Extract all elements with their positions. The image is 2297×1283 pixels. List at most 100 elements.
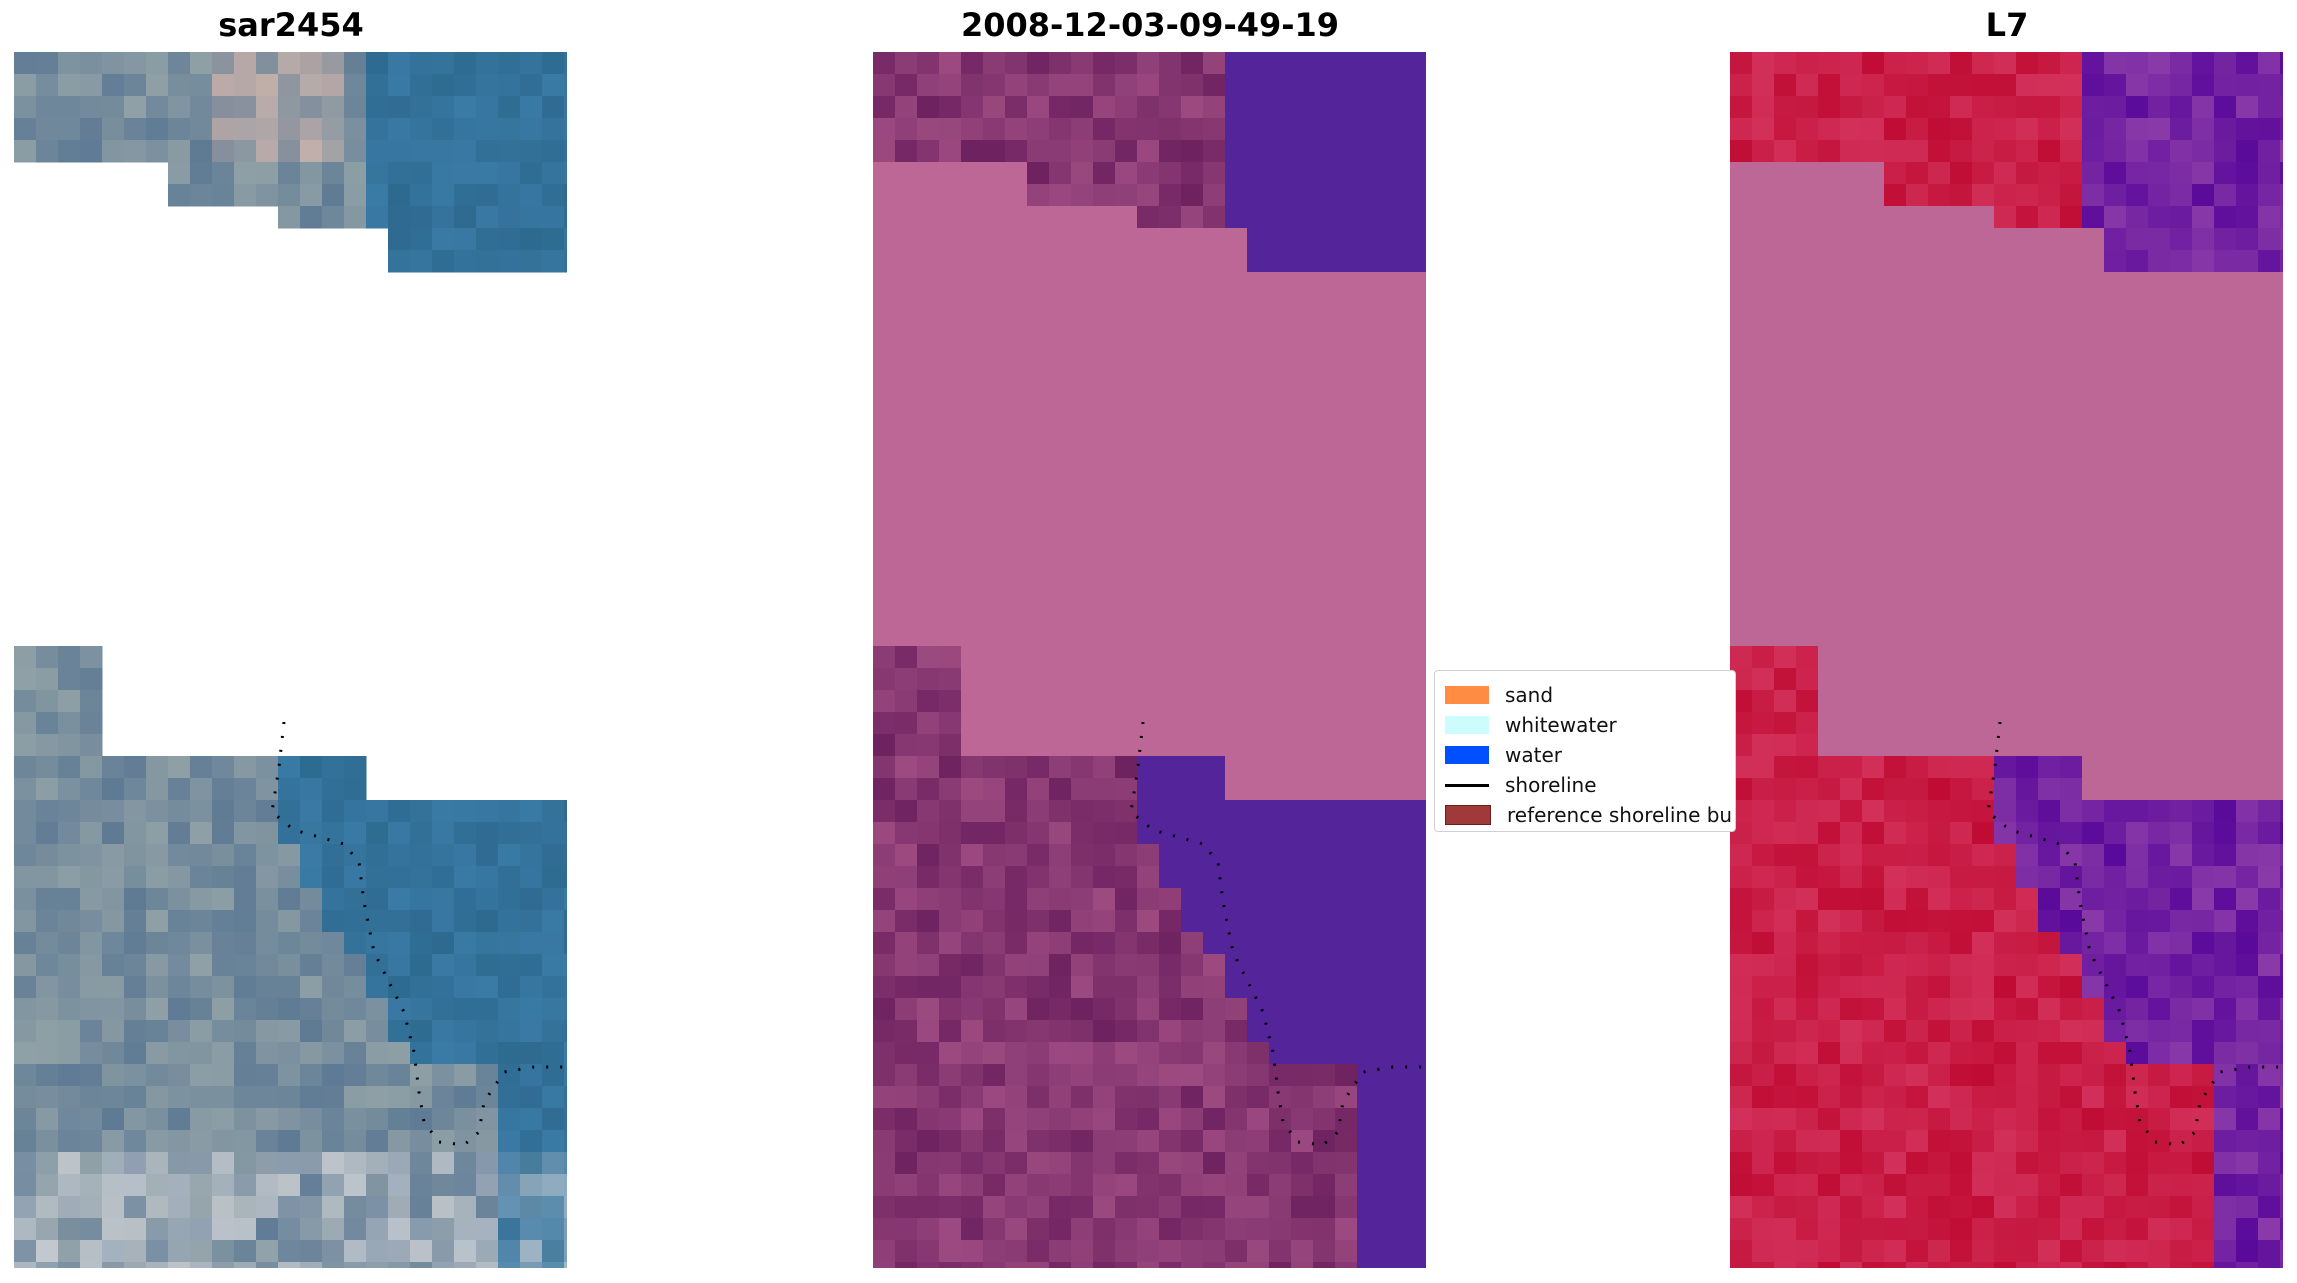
pixel xyxy=(917,910,940,933)
pixel xyxy=(1225,580,1248,603)
pixel xyxy=(366,1262,389,1268)
pixel xyxy=(58,712,81,735)
pixel xyxy=(1115,228,1138,251)
pixel xyxy=(1269,668,1292,691)
pixel xyxy=(2016,1042,2039,1065)
pixel xyxy=(1357,866,1380,889)
pixel xyxy=(1115,382,1138,405)
pixel xyxy=(1862,404,1885,427)
pixel xyxy=(2060,734,2083,757)
pixel xyxy=(1884,756,1907,779)
pixel xyxy=(2170,206,2193,229)
pixel xyxy=(1423,624,1426,647)
pixel xyxy=(983,998,1006,1021)
pixel xyxy=(1774,228,1797,251)
pixel xyxy=(2236,272,2259,295)
pixel xyxy=(300,976,323,999)
pixel xyxy=(1313,1174,1336,1197)
pixel xyxy=(2016,1152,2039,1175)
pixel xyxy=(80,690,103,713)
pixel xyxy=(1928,536,1951,559)
pixel xyxy=(939,1086,962,1109)
pixel xyxy=(1027,954,1050,977)
pixel xyxy=(2236,52,2259,75)
pixel xyxy=(388,228,411,251)
pixel xyxy=(895,448,918,471)
pixel xyxy=(1862,1064,1885,1087)
pixel xyxy=(1115,646,1138,669)
pixel xyxy=(1752,1218,1775,1241)
pixel xyxy=(1181,404,1204,427)
pixel xyxy=(2258,162,2281,185)
pixel xyxy=(1159,734,1182,757)
pixel xyxy=(1335,778,1358,801)
pixel xyxy=(300,822,323,845)
pixel xyxy=(2126,998,2149,1021)
pixel xyxy=(1818,1108,1841,1131)
pixel xyxy=(1137,1064,1160,1087)
pixel xyxy=(1137,184,1160,207)
pixel xyxy=(322,52,345,75)
pixel xyxy=(2016,1262,2039,1268)
pixel xyxy=(432,74,455,97)
pixel xyxy=(2060,360,2083,383)
pixel xyxy=(2258,998,2281,1021)
pixel xyxy=(1774,1108,1797,1131)
pixel xyxy=(1247,448,1270,471)
pixel xyxy=(1950,448,1973,471)
pixel xyxy=(432,118,455,141)
pixel xyxy=(2082,294,2105,317)
pixel xyxy=(1269,184,1292,207)
pixel xyxy=(322,1042,345,1065)
pixel xyxy=(1005,712,1028,735)
pixel xyxy=(1884,118,1907,141)
pixel xyxy=(146,1130,169,1153)
pixel xyxy=(1730,844,1753,867)
pixel xyxy=(1005,536,1028,559)
pixel xyxy=(1005,1086,1028,1109)
pixel xyxy=(1137,52,1160,75)
pixel xyxy=(1401,404,1424,427)
pixel xyxy=(2170,360,2193,383)
pixel xyxy=(410,228,433,251)
pixel xyxy=(1335,712,1358,735)
pixel xyxy=(2038,514,2061,537)
pixel xyxy=(498,976,521,999)
pixel xyxy=(1203,140,1226,163)
pixel xyxy=(1730,1130,1753,1153)
pixel xyxy=(1005,338,1028,361)
pixel xyxy=(1379,1020,1402,1043)
pixel xyxy=(1774,294,1797,317)
pixel xyxy=(520,1174,543,1197)
pixel xyxy=(1994,1240,2017,1263)
pixel xyxy=(1247,580,1270,603)
pixel xyxy=(2082,206,2105,229)
pixel xyxy=(2258,404,2281,427)
pixel xyxy=(1137,448,1160,471)
pixel xyxy=(278,1218,301,1241)
pixel xyxy=(322,998,345,1021)
pixel xyxy=(1884,932,1907,955)
pixel xyxy=(80,954,103,977)
pixel xyxy=(961,316,984,339)
pixel xyxy=(1203,118,1226,141)
pixel xyxy=(102,118,125,141)
pixel xyxy=(1423,580,1426,603)
pixel xyxy=(2126,1174,2149,1197)
pixel xyxy=(36,1152,59,1175)
pixel xyxy=(1796,1196,1819,1219)
pixel xyxy=(1027,1174,1050,1197)
pixel xyxy=(2038,316,2061,339)
pixel xyxy=(256,118,279,141)
pixel xyxy=(1972,910,1995,933)
pixel xyxy=(410,162,433,185)
pixel xyxy=(36,1064,59,1087)
pixel xyxy=(1972,1196,1995,1219)
pixel xyxy=(366,1086,389,1109)
pixel xyxy=(873,866,896,889)
pixel xyxy=(1730,602,1753,625)
pixel xyxy=(1005,162,1028,185)
pixel xyxy=(36,1020,59,1043)
pixel xyxy=(1774,866,1797,889)
pixel xyxy=(1840,998,1863,1021)
